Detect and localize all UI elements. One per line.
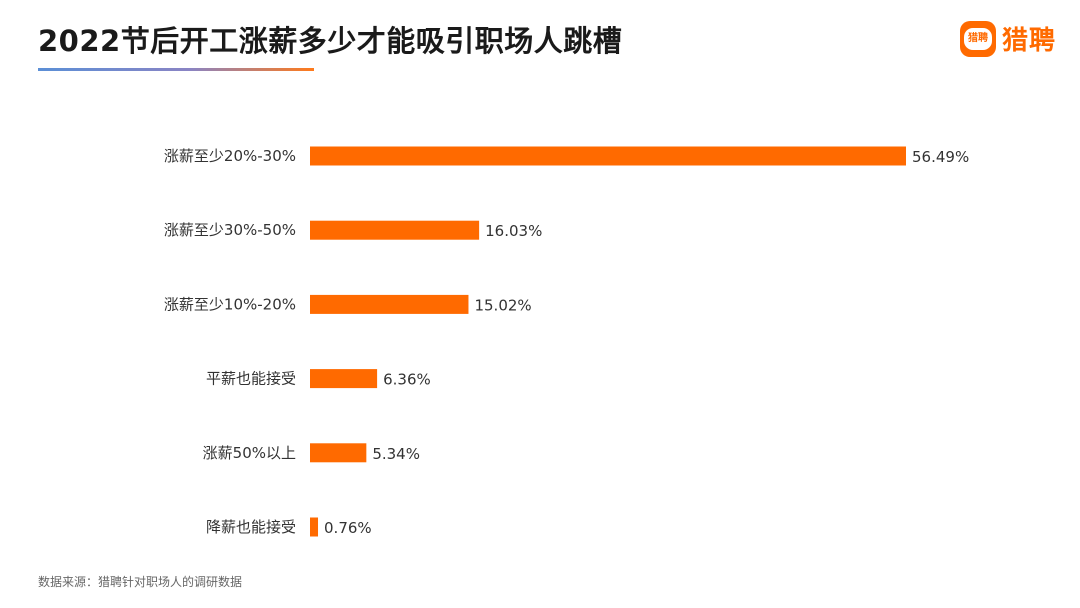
speech-bubble-icon: 猎聘 <box>959 20 996 57</box>
bar <box>310 369 378 389</box>
brand-logo: 猎聘 猎聘 <box>959 20 1056 57</box>
value-label: 0.76% <box>324 519 372 537</box>
brand-name: 猎聘 <box>1001 26 1056 56</box>
value-label: 56.49% <box>912 148 969 166</box>
bar <box>310 517 319 537</box>
brand-icon-text: 猎聘 <box>963 27 992 50</box>
category-label: 涨薪至少10%-20% <box>164 295 296 313</box>
value-label: 15.02% <box>474 296 531 314</box>
data-source: 数据来源：猎聘针对职场人的调研数据 <box>38 575 243 589</box>
category-label: 涨薪至少30%-50% <box>164 221 296 239</box>
category-label: 平薪也能接受 <box>206 370 296 388</box>
value-label: 16.03% <box>485 222 542 240</box>
bar <box>310 294 469 314</box>
category-label: 涨薪50%以上 <box>203 444 296 462</box>
title-underline <box>38 68 314 71</box>
category-label: 降薪也能接受 <box>206 518 296 536</box>
bar <box>310 220 480 240</box>
page-title: 2022节后开工涨薪多少才能吸引职场人跳槽 <box>38 24 623 58</box>
value-label: 5.34% <box>372 445 420 463</box>
bar <box>310 146 906 166</box>
category-label: 涨薪至少20%-30% <box>164 147 296 165</box>
bar <box>310 443 367 463</box>
value-label: 6.36% <box>383 371 431 389</box>
